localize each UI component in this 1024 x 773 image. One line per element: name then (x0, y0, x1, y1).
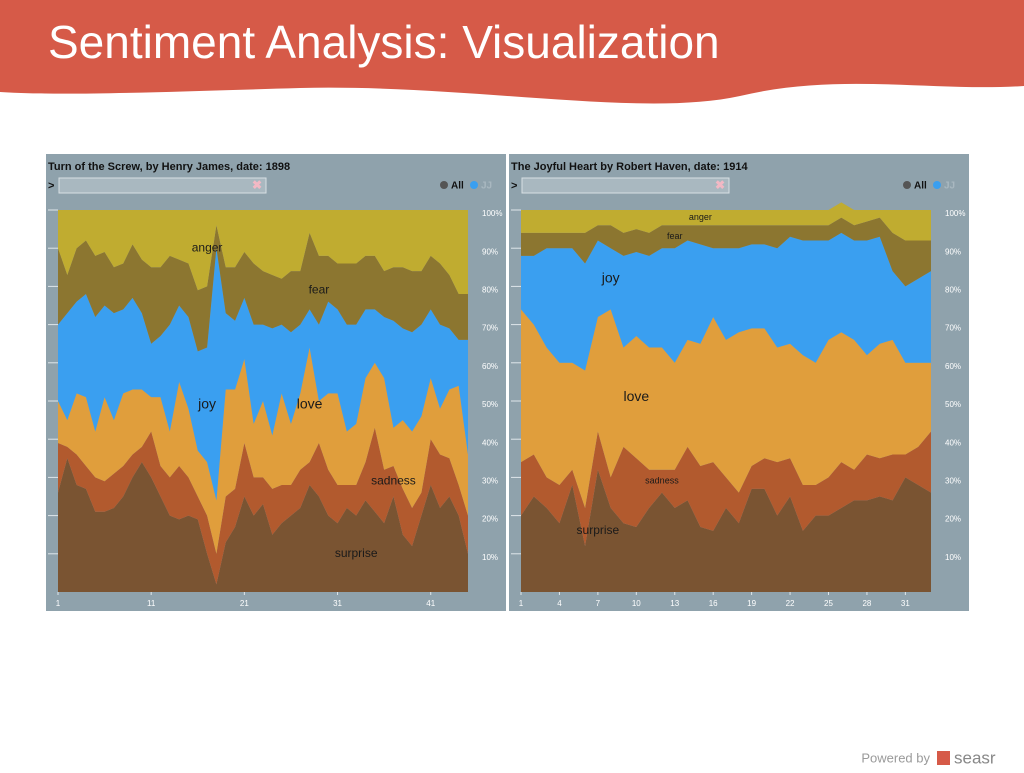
series-label: surprise (335, 546, 378, 560)
y-tick-label: 20% (482, 515, 498, 524)
y-tick-label: 70% (482, 324, 498, 333)
legend-label: All (914, 181, 927, 192)
header-band (0, 0, 1024, 104)
brand-name: seasr (954, 748, 996, 767)
y-tick-label: 70% (945, 324, 961, 333)
series-label: anger (192, 240, 223, 254)
clear-icon: ✖ (252, 178, 262, 192)
x-tick-label: 19 (747, 599, 756, 608)
series-label: surprise (577, 523, 620, 537)
series-label: sadness (645, 476, 679, 486)
y-tick-label: 80% (482, 286, 498, 295)
y-tick-label: 50% (482, 400, 498, 409)
y-tick-label: 30% (945, 477, 961, 486)
area-love (58, 347, 468, 554)
x-tick-label: 31 (901, 599, 910, 608)
footer-text: Powered by (861, 750, 930, 765)
area-surprise (521, 469, 931, 592)
y-tick-label: 60% (945, 362, 961, 371)
prompt: > (48, 180, 54, 192)
y-tick-label: 30% (482, 477, 498, 486)
x-tick-label: 13 (670, 599, 679, 608)
series-label: love (297, 396, 323, 412)
x-tick-label: 16 (709, 599, 718, 608)
series-label: sadness (371, 473, 416, 487)
series-label: fear (667, 231, 683, 241)
x-tick-label: 1 (56, 599, 61, 608)
y-tick-label: 50% (945, 400, 961, 409)
clear-icon: ✖ (715, 178, 725, 192)
x-tick-label: 21 (240, 599, 249, 608)
brand-icon (937, 751, 950, 765)
series-label: anger (689, 212, 712, 222)
legend-dot (903, 181, 911, 189)
y-tick-label: 40% (945, 438, 961, 447)
y-tick-label: 100% (945, 209, 965, 218)
x-tick-label: 41 (426, 599, 435, 608)
y-tick-label: 20% (945, 515, 961, 524)
y-tick-label: 10% (482, 553, 498, 562)
x-tick-label: 31 (333, 599, 342, 608)
x-tick-label: 10 (632, 599, 641, 608)
y-tick-label: 100% (482, 209, 502, 218)
area-love (521, 309, 931, 508)
area-joy (58, 248, 468, 501)
x-tick-label: 28 (862, 599, 871, 608)
area-sadness (521, 431, 931, 547)
prompt: > (511, 180, 517, 192)
area-joy (521, 232, 931, 371)
series-label: love (623, 388, 649, 404)
y-tick-label: 10% (945, 553, 961, 562)
x-tick-label: 1 (519, 599, 524, 608)
y-tick-label: 60% (482, 362, 498, 371)
area-sadness (58, 427, 468, 585)
area-anger (521, 202, 931, 241)
legend-dot (933, 181, 941, 189)
area-fear (521, 217, 931, 287)
chart-title: Turn of the Screw, by Henry James, date:… (48, 161, 290, 173)
x-tick-label: 22 (786, 599, 795, 608)
series-label: joy (197, 396, 216, 412)
x-tick-label: 11 (147, 599, 156, 608)
area-surprise (58, 458, 468, 592)
area-fear (58, 225, 468, 352)
search-input (521, 177, 730, 194)
y-tick-label: 90% (482, 247, 498, 256)
search-input (58, 177, 267, 194)
series-label: joy (601, 269, 620, 285)
legend-label: JJ (481, 181, 492, 192)
x-tick-label: 4 (557, 599, 562, 608)
slide-title: Sentiment Analysis: Visualization (48, 16, 720, 68)
x-tick-label: 7 (596, 599, 601, 608)
chart-title: The Joyful Heart by Robert Haven, date: … (511, 161, 748, 173)
legend-label: All (451, 181, 464, 192)
legend-label: JJ (944, 181, 955, 192)
legend-dot (440, 181, 448, 189)
area-anger (58, 210, 468, 295)
y-tick-label: 40% (482, 438, 498, 447)
y-tick-label: 90% (945, 247, 961, 256)
series-label: fear (309, 282, 330, 296)
legend-dot (470, 181, 478, 189)
y-tick-label: 80% (945, 286, 961, 295)
x-tick-label: 25 (824, 599, 833, 608)
